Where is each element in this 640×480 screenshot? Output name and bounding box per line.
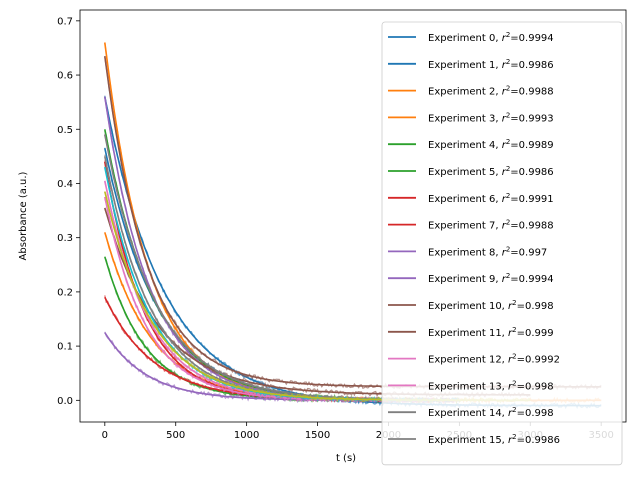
legend-entry: Experiment 12, r2=0.9992 [388, 353, 560, 366]
y-tick-label: 0.1 [57, 342, 73, 353]
legend-entry: Experiment 15, r2=0.9986 [388, 433, 560, 446]
series-data-1 [104, 147, 389, 405]
legend-label: Experiment 4, r2=0.9989 [428, 138, 554, 151]
series-fit-1 [104, 148, 389, 403]
legend-entry: Experiment 7, r2=0.9988 [388, 219, 554, 232]
legend-entry: Experiment 13, r2=0.998 [388, 379, 554, 392]
legend-label: Experiment 11, r2=0.999 [428, 326, 554, 339]
legend-label: Experiment 13, r2=0.998 [428, 379, 554, 392]
legend-label: Experiment 14, r2=0.998 [428, 406, 554, 419]
legend-label: Experiment 5, r2=0.9986 [428, 165, 554, 178]
legend-entry: Experiment 3, r2=0.9993 [388, 111, 554, 124]
y-tick-label: 0.6 [57, 71, 73, 82]
legend-entry: Experiment 5, r2=0.9986 [388, 165, 554, 178]
x-tick-label: 1000 [234, 430, 259, 441]
y-tick-label: 0.2 [57, 287, 73, 298]
legend-entry: Experiment 8, r2=0.997 [388, 245, 547, 258]
legend-label: Experiment 7, r2=0.9988 [428, 219, 554, 232]
legend-entry: Experiment 11, r2=0.999 [388, 326, 554, 339]
y-axis-label: Absorbance (a.u.) [18, 171, 29, 260]
legend-label: Experiment 9, r2=0.9994 [428, 272, 554, 285]
legend-label: Experiment 8, r2=0.997 [428, 245, 547, 258]
y-tick-label: 0.7 [57, 16, 73, 27]
x-tick-label: 0 [102, 430, 108, 441]
legend-label: Experiment 15, r2=0.9986 [428, 433, 560, 446]
legend-label: Experiment 3, r2=0.9993 [428, 111, 554, 124]
legend: Experiment 0, r2=0.9994 Experiment 1, r2=… [381, 21, 623, 466]
legend-label: Experiment 12, r2=0.9992 [428, 353, 560, 366]
legend-label: Experiment 10, r2=0.998 [428, 299, 554, 312]
x-tick-label: 500 [166, 430, 185, 441]
legend-entry: Experiment 14, r2=0.998 [388, 406, 554, 419]
x-axis-label: t (s) [336, 453, 356, 464]
legend-entry: Experiment 10, r2=0.998 [388, 299, 554, 312]
legend-entry: Experiment 1, r2=0.9986 [388, 58, 554, 71]
axes-frame [79, 9, 627, 423]
legend-label: Experiment 1, r2=0.9986 [428, 58, 554, 71]
legend-entry: Experiment 6, r2=0.9991 [388, 192, 554, 205]
legend-label: Experiment 2, r2=0.9988 [428, 85, 554, 98]
y-tick-label: 0.5 [57, 125, 73, 136]
legend-entry: Experiment 9, r2=0.9994 [388, 272, 554, 285]
y-tick-label: 0.0 [57, 396, 73, 407]
y-tick-label: 0.3 [57, 233, 73, 244]
legend-frame [381, 21, 623, 466]
legend-entry: Experiment 0, r2=0.9994 [388, 31, 554, 44]
legend-entry: Experiment 2, r2=0.9988 [388, 85, 554, 98]
legend-label: Experiment 6, r2=0.9991 [428, 192, 554, 205]
legend-label: Experiment 0, r2=0.9994 [428, 31, 554, 44]
y-tick-label: 0.4 [57, 179, 73, 190]
x-tick-label: 1500 [305, 430, 330, 441]
legend-entry: Experiment 4, r2=0.9989 [388, 138, 554, 151]
